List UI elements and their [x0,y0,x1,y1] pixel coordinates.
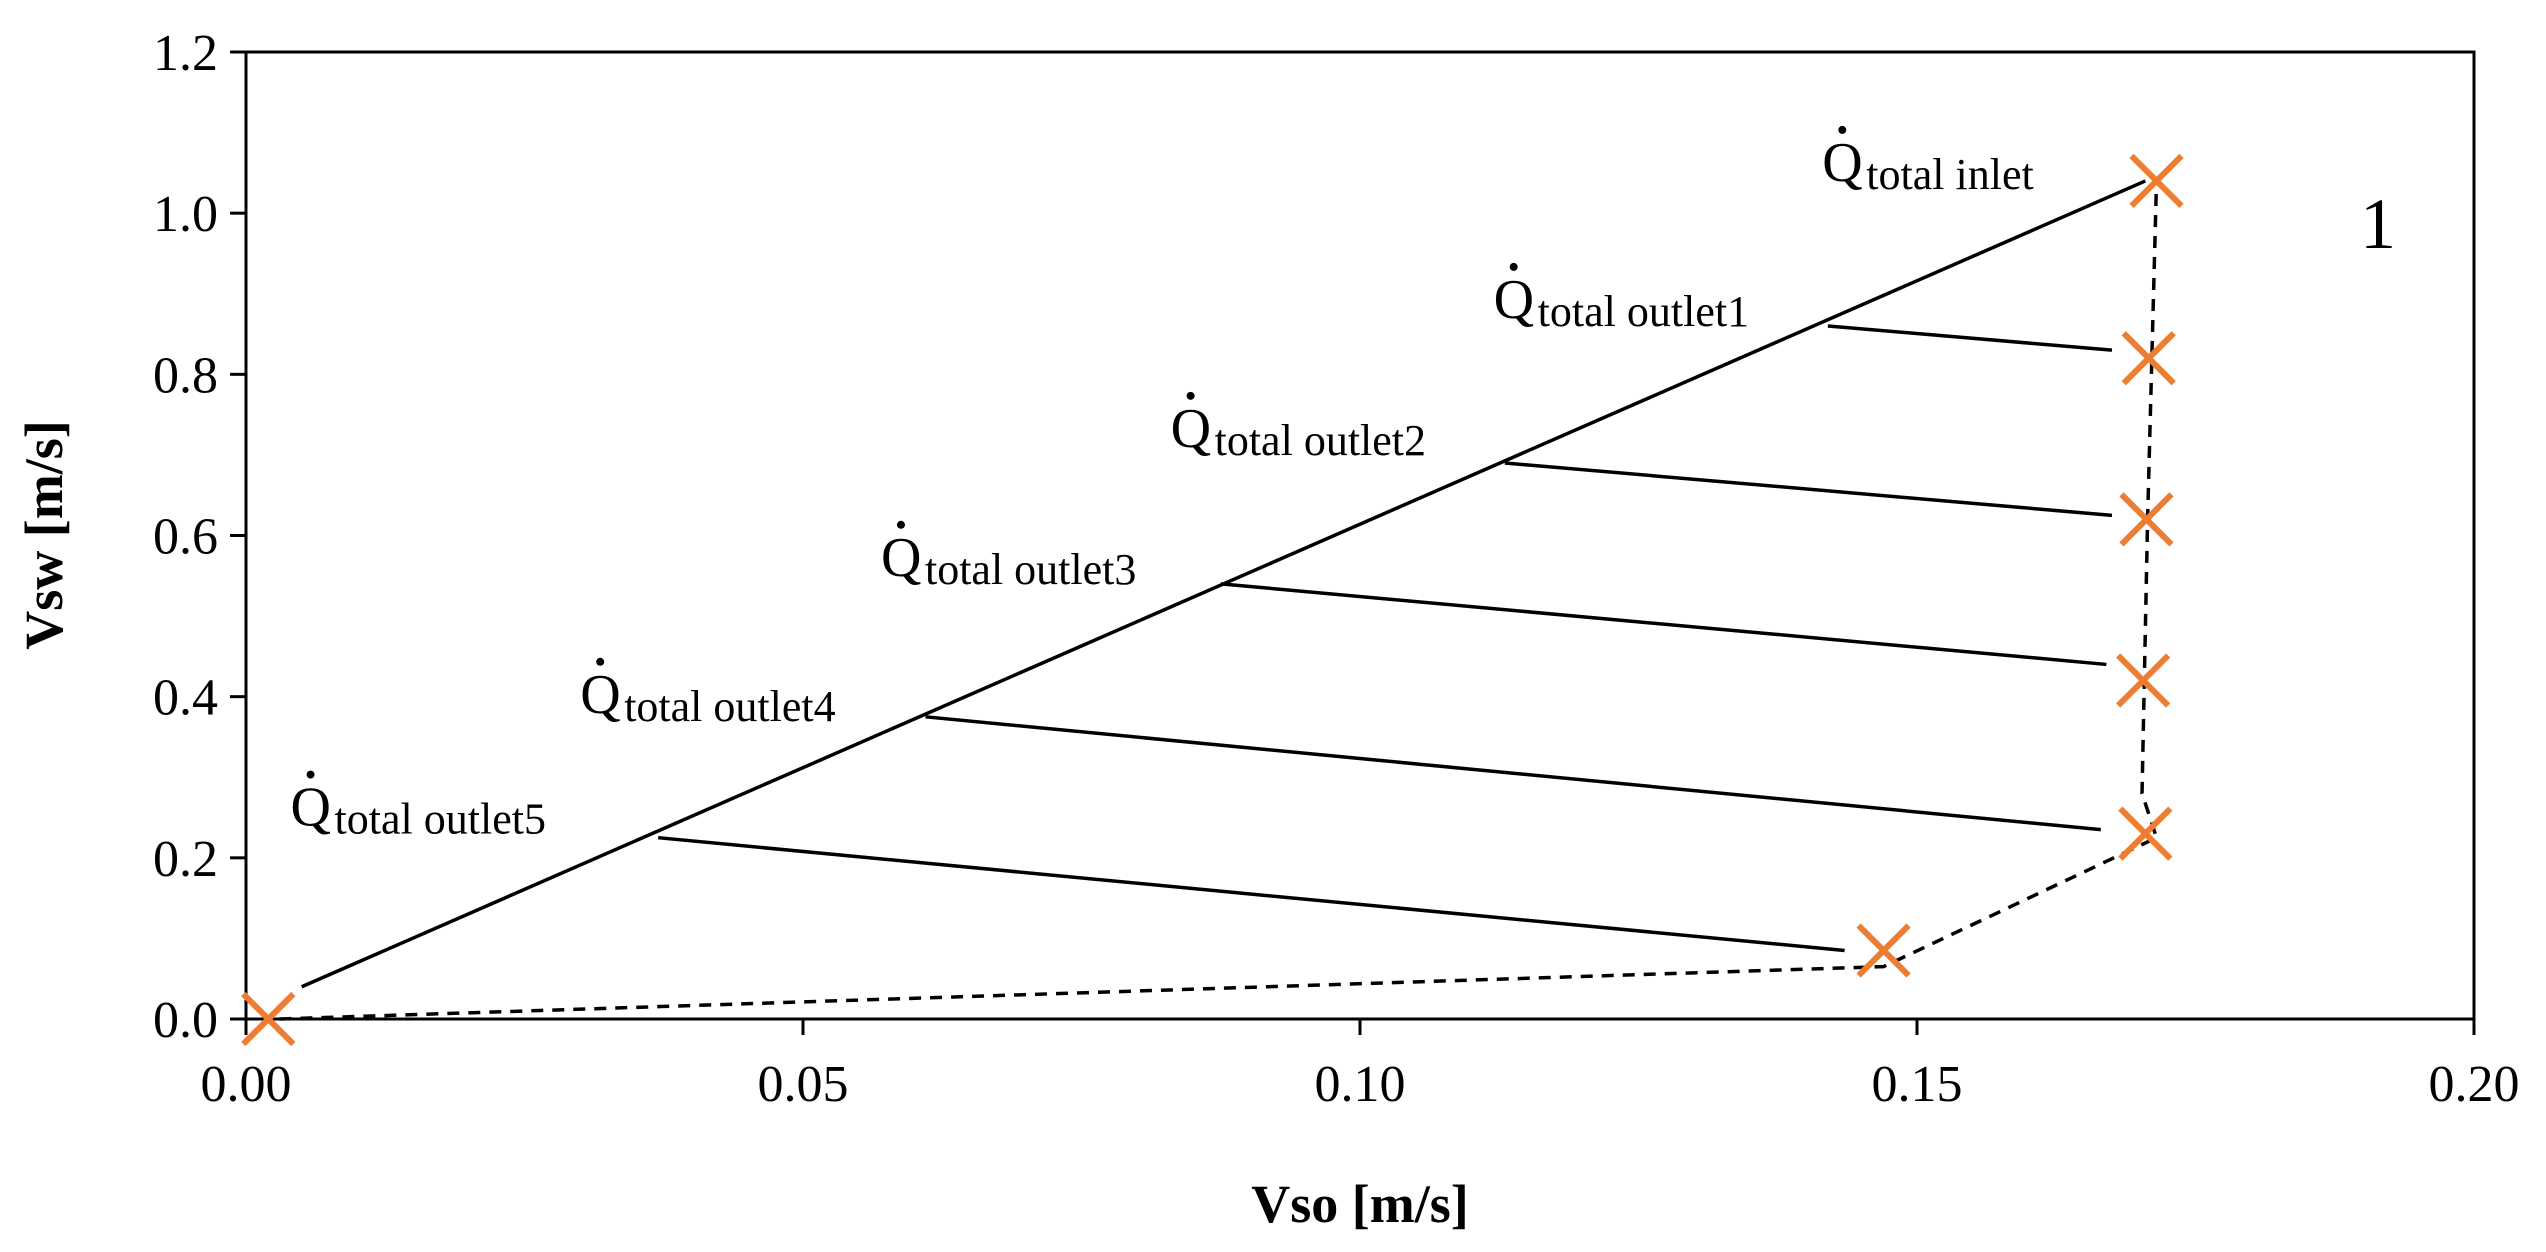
flow-rate-symbol: Q [291,777,331,839]
dot-accent [896,520,905,529]
tie-line [1827,324,2113,352]
y-tick-label: 1.2 [153,25,218,82]
panel-label: 1 [2360,184,2396,264]
cross-stroke [2118,806,2173,861]
cross-marker [2129,153,2184,209]
flow-rate-subscript: total outlet4 [624,682,835,731]
x-tick-label: 0.15 [1872,1056,1963,1113]
flow-rate-symbol: Q [580,664,620,726]
y-tick-label: 0.2 [153,831,218,888]
flow-rate-subscript: total outlet3 [925,545,1136,594]
y-tick-label: 0.6 [153,509,218,566]
flow-rate-subscript: total outlet5 [335,795,546,844]
cross-stroke [2116,653,2171,708]
flow-rate-symbol: Q [1822,132,1862,194]
y-tick-label: 0.4 [153,670,218,727]
cross-marker [2116,653,2171,708]
y-axis-title: Vsw [m/s] [14,420,74,649]
cross-stroke [1856,923,1911,978]
cross-stroke [2121,331,2176,386]
tie-line [925,715,2101,832]
data-markers [241,153,2184,1047]
cross-marker [2121,331,2176,386]
cross-marker [1856,923,1911,978]
dot-accent [596,657,605,666]
cross-marker [2118,806,2173,861]
flow-rate-symbol: Q [1171,398,1211,460]
y-tick-label: 0.8 [153,347,218,404]
cross-stroke [2119,492,2174,547]
cross-marker [2119,492,2174,547]
dot-accent [1838,125,1847,134]
dashed-connector-line [279,180,2159,1021]
flow-rate-symbol: Q [1494,269,1534,331]
dot-accent [306,770,315,779]
cross-stroke [241,991,296,1047]
cross-stroke [2129,153,2184,209]
y-tick-label: 1.0 [153,186,218,243]
dot-accent [1509,262,1518,271]
x-tick-label: 0.05 [758,1056,849,1113]
tie-line [1504,461,2113,518]
y-tick-label: 0.0 [153,992,218,1049]
flow-rate-subscript: total outlet2 [1215,416,1426,465]
flow-rate-subscript: total outlet1 [1538,287,1749,336]
dot-accent [1186,391,1195,400]
cross-marker [241,991,296,1047]
x-axis-title: Vso [m/s] [1251,1174,1468,1234]
tie-line [1220,582,2107,667]
axis-ticks: 0.00 0.05 0.10 0.15 0.20 0.0 0.2 0.4 0.6 0.8 1.0 1.… [153,25,2520,1113]
x-tick-label: 0.10 [1315,1056,1406,1113]
flow-rate-subscript: total inlet [1866,150,2033,199]
tie-line [658,835,1845,953]
plot-lines [279,179,2159,1021]
x-tick-label: 0.00 [201,1056,292,1113]
x-tick-label: 0.20 [2429,1056,2520,1113]
flow-rate-symbol: Q [881,527,921,589]
